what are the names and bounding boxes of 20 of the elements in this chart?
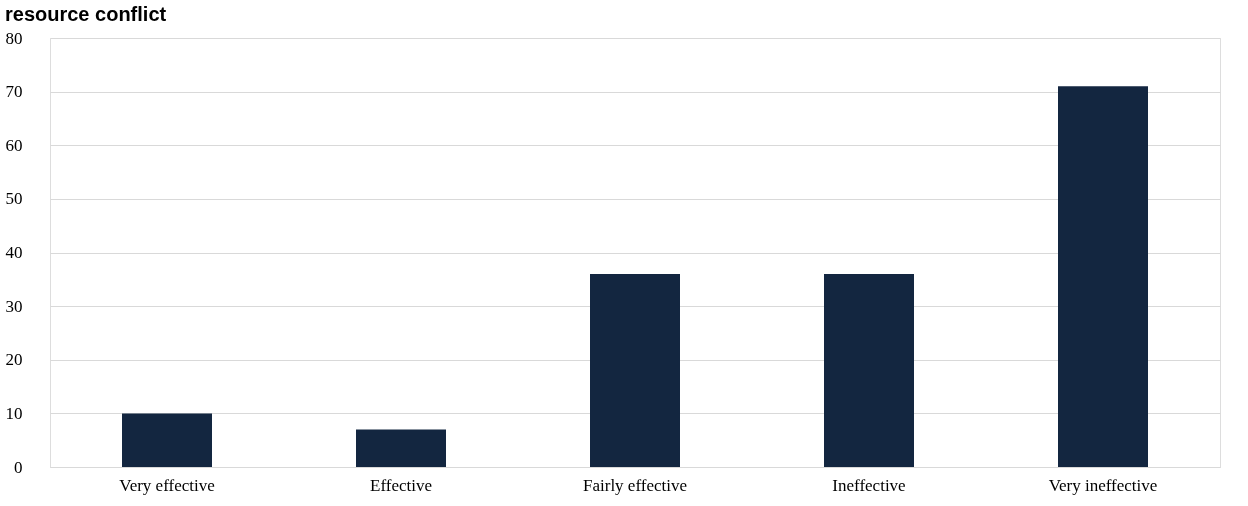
- y-tick-label: 10: [5, 403, 23, 423]
- y-tick-label: 0: [14, 457, 23, 477]
- bar: [122, 413, 212, 467]
- x-tick-label: Effective: [370, 475, 432, 495]
- x-tick-label: Fairly effective: [582, 475, 688, 495]
- y-tick-label: 60: [5, 135, 23, 155]
- x-tick-label: Very effective: [119, 475, 215, 495]
- y-tick-label: 40: [5, 243, 23, 262]
- bar: [356, 429, 446, 467]
- chart-title: resource conflict: [5, 3, 167, 25]
- y-tick-label: 50: [5, 189, 23, 209]
- y-tick-label: 70: [5, 82, 23, 102]
- bar: [1058, 86, 1148, 467]
- y-tick-label: 80: [5, 28, 23, 48]
- y-tick-label: 20: [5, 350, 23, 370]
- x-tick-label: Very ineffective: [1048, 475, 1158, 495]
- bar: [590, 273, 680, 467]
- x-tick-label: Ineffective: [832, 475, 906, 495]
- bar: [824, 273, 914, 467]
- y-tick-label: 30: [5, 296, 23, 316]
